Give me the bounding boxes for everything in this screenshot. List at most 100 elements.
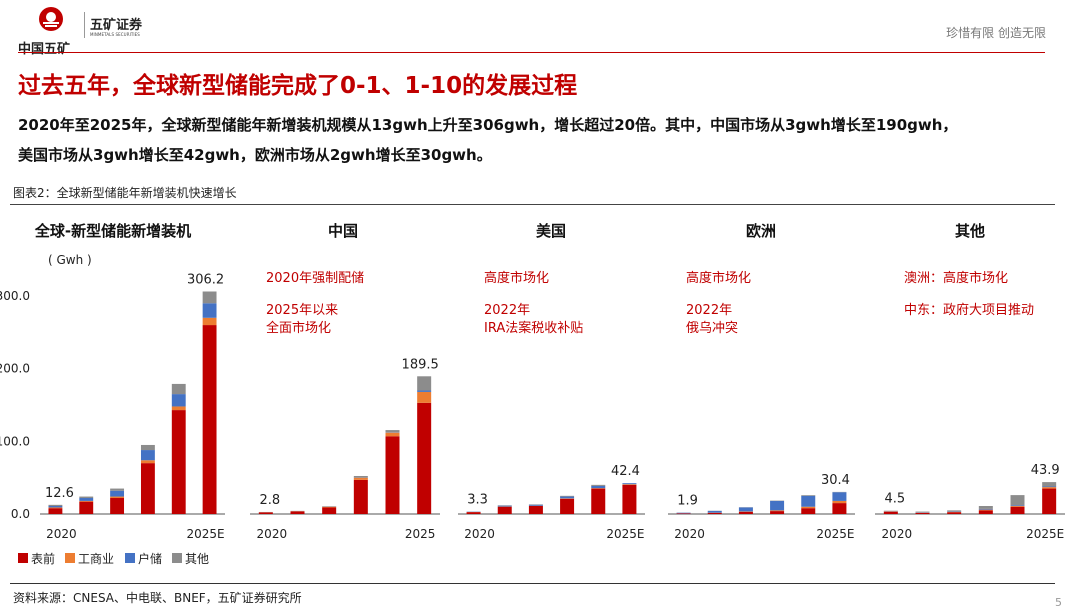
legend-label: 表前 (31, 551, 55, 566)
bar-segment (290, 511, 305, 514)
bar-segment (770, 510, 785, 512)
data-label: 43.9 (1031, 463, 1060, 478)
bar-segment (79, 501, 94, 514)
annotation-note: 2022年 (484, 303, 530, 318)
summary-line-1: 2020年至2025年，全球新型储能年新增装机规模从13gwh上升至306gwh… (18, 116, 958, 134)
bar-segment (497, 505, 512, 507)
minmetals-emblem-icon (39, 7, 63, 31)
bar-segment (676, 513, 691, 514)
bar-segment (947, 510, 962, 512)
bar-segment (171, 410, 186, 514)
bar-segment (676, 512, 691, 514)
bar-segment (738, 507, 753, 512)
bar-segment (48, 504, 63, 507)
bar-segment (770, 511, 785, 514)
data-label: 4.5 (884, 492, 905, 507)
data-label: 12.6 (45, 486, 74, 501)
bar-segment (48, 508, 63, 514)
legend-label: 工商业 (78, 551, 114, 566)
data-label: 3.3 (467, 493, 488, 508)
annotation-note: 2020年强制配储 (266, 271, 364, 286)
bar-segment (322, 507, 337, 514)
y-tick-label: 0.0 (11, 507, 30, 521)
bar-segment (978, 509, 993, 511)
x-tick-label: 2020 (464, 527, 495, 541)
bar-segment (110, 490, 125, 497)
bar-segment (591, 485, 606, 489)
bar-segment (1042, 486, 1057, 488)
x-tick-label: 2020 (674, 527, 705, 541)
bar-segment (79, 498, 94, 501)
y-tick-label: 200.0 (0, 362, 30, 376)
bar-segment (385, 432, 400, 437)
bar-segment (258, 512, 273, 514)
bar-segment (978, 506, 993, 509)
bar-segment (110, 496, 125, 499)
bar-segment (622, 483, 637, 485)
data-label: 1.9 (677, 494, 698, 509)
bar-segment (385, 436, 400, 514)
annotation-note: 中东：政府大项目推动 (904, 303, 1034, 318)
bar-segment (738, 511, 753, 514)
bar-segment (171, 406, 186, 411)
company-logo: 中国五矿 五矿证券 MINMETALS SECURITIES (18, 6, 188, 57)
data-label: 42.4 (611, 464, 640, 479)
slogan: 珍惜有限 创造无限 (946, 26, 1046, 40)
bar-segment (322, 506, 337, 508)
panel-title: 美国 (536, 222, 566, 240)
x-tick-label: 2025E (1026, 527, 1064, 541)
bar-segment (1010, 506, 1025, 514)
bar-segment (1042, 488, 1057, 514)
bar-segment (79, 496, 94, 499)
bar-segment (48, 507, 63, 509)
y-tick-label: 100.0 (0, 434, 30, 448)
bar-segment (528, 506, 543, 514)
bar-segment (801, 495, 816, 496)
bar-segment (171, 394, 186, 407)
bar-segment (978, 508, 993, 510)
x-tick-label: 2020 (882, 527, 913, 541)
bar-segment (417, 391, 432, 403)
x-tick-label: 2025E (187, 527, 225, 541)
bar-segment (883, 510, 898, 512)
bar-segment (110, 498, 125, 514)
bar-segment (140, 450, 155, 461)
bar-segment (801, 506, 816, 509)
x-tick-label: 2025E (816, 527, 854, 541)
bar-segment (832, 492, 847, 501)
bar-segment (417, 390, 432, 392)
page-number: 5 (1055, 596, 1062, 609)
bar-segment (560, 495, 575, 497)
legend-swatch (125, 553, 135, 563)
legend-swatch (18, 553, 28, 563)
data-label: 2.8 (259, 493, 280, 508)
bar-segment (591, 484, 606, 486)
annotation-note: 2022年 (686, 303, 732, 318)
bar-segment (1010, 506, 1025, 507)
data-label: 306.2 (187, 272, 224, 287)
page-title: 过去五年，全球新型储能完成了0-1、1-10的发展过程 (18, 73, 578, 99)
bar-segment (1042, 487, 1057, 489)
bar-segment (947, 512, 962, 514)
summary-line-2: 美国市场从3gwh增长至42gwh，欧洲市场从2gwh增长至30gwh。 (18, 146, 492, 164)
y-tick-label: 300.0 (0, 289, 30, 303)
bar-segment (560, 496, 575, 499)
bar-segment (110, 488, 125, 491)
header-divider (18, 52, 1045, 53)
panel-title: 中国 (328, 222, 358, 240)
bar-segment (707, 510, 722, 513)
data-label: 30.4 (821, 473, 850, 488)
bar-segment (48, 506, 63, 508)
bar-segment (1010, 505, 1025, 507)
bar-segment (140, 463, 155, 514)
bar-segment (497, 506, 512, 514)
bar-segment (622, 484, 637, 514)
bar-segment (202, 317, 217, 326)
source-note: 资料来源：CNESA、中电联、BNEF，五矿证券研究所 (13, 591, 302, 605)
bar-segment (528, 504, 543, 506)
annotation-note: 澳洲：高度市场化 (904, 270, 1008, 286)
bar-segment (171, 383, 186, 395)
bar-segment (978, 510, 993, 514)
legend-swatch (172, 553, 182, 563)
figure-bottom-rule (10, 583, 1055, 584)
